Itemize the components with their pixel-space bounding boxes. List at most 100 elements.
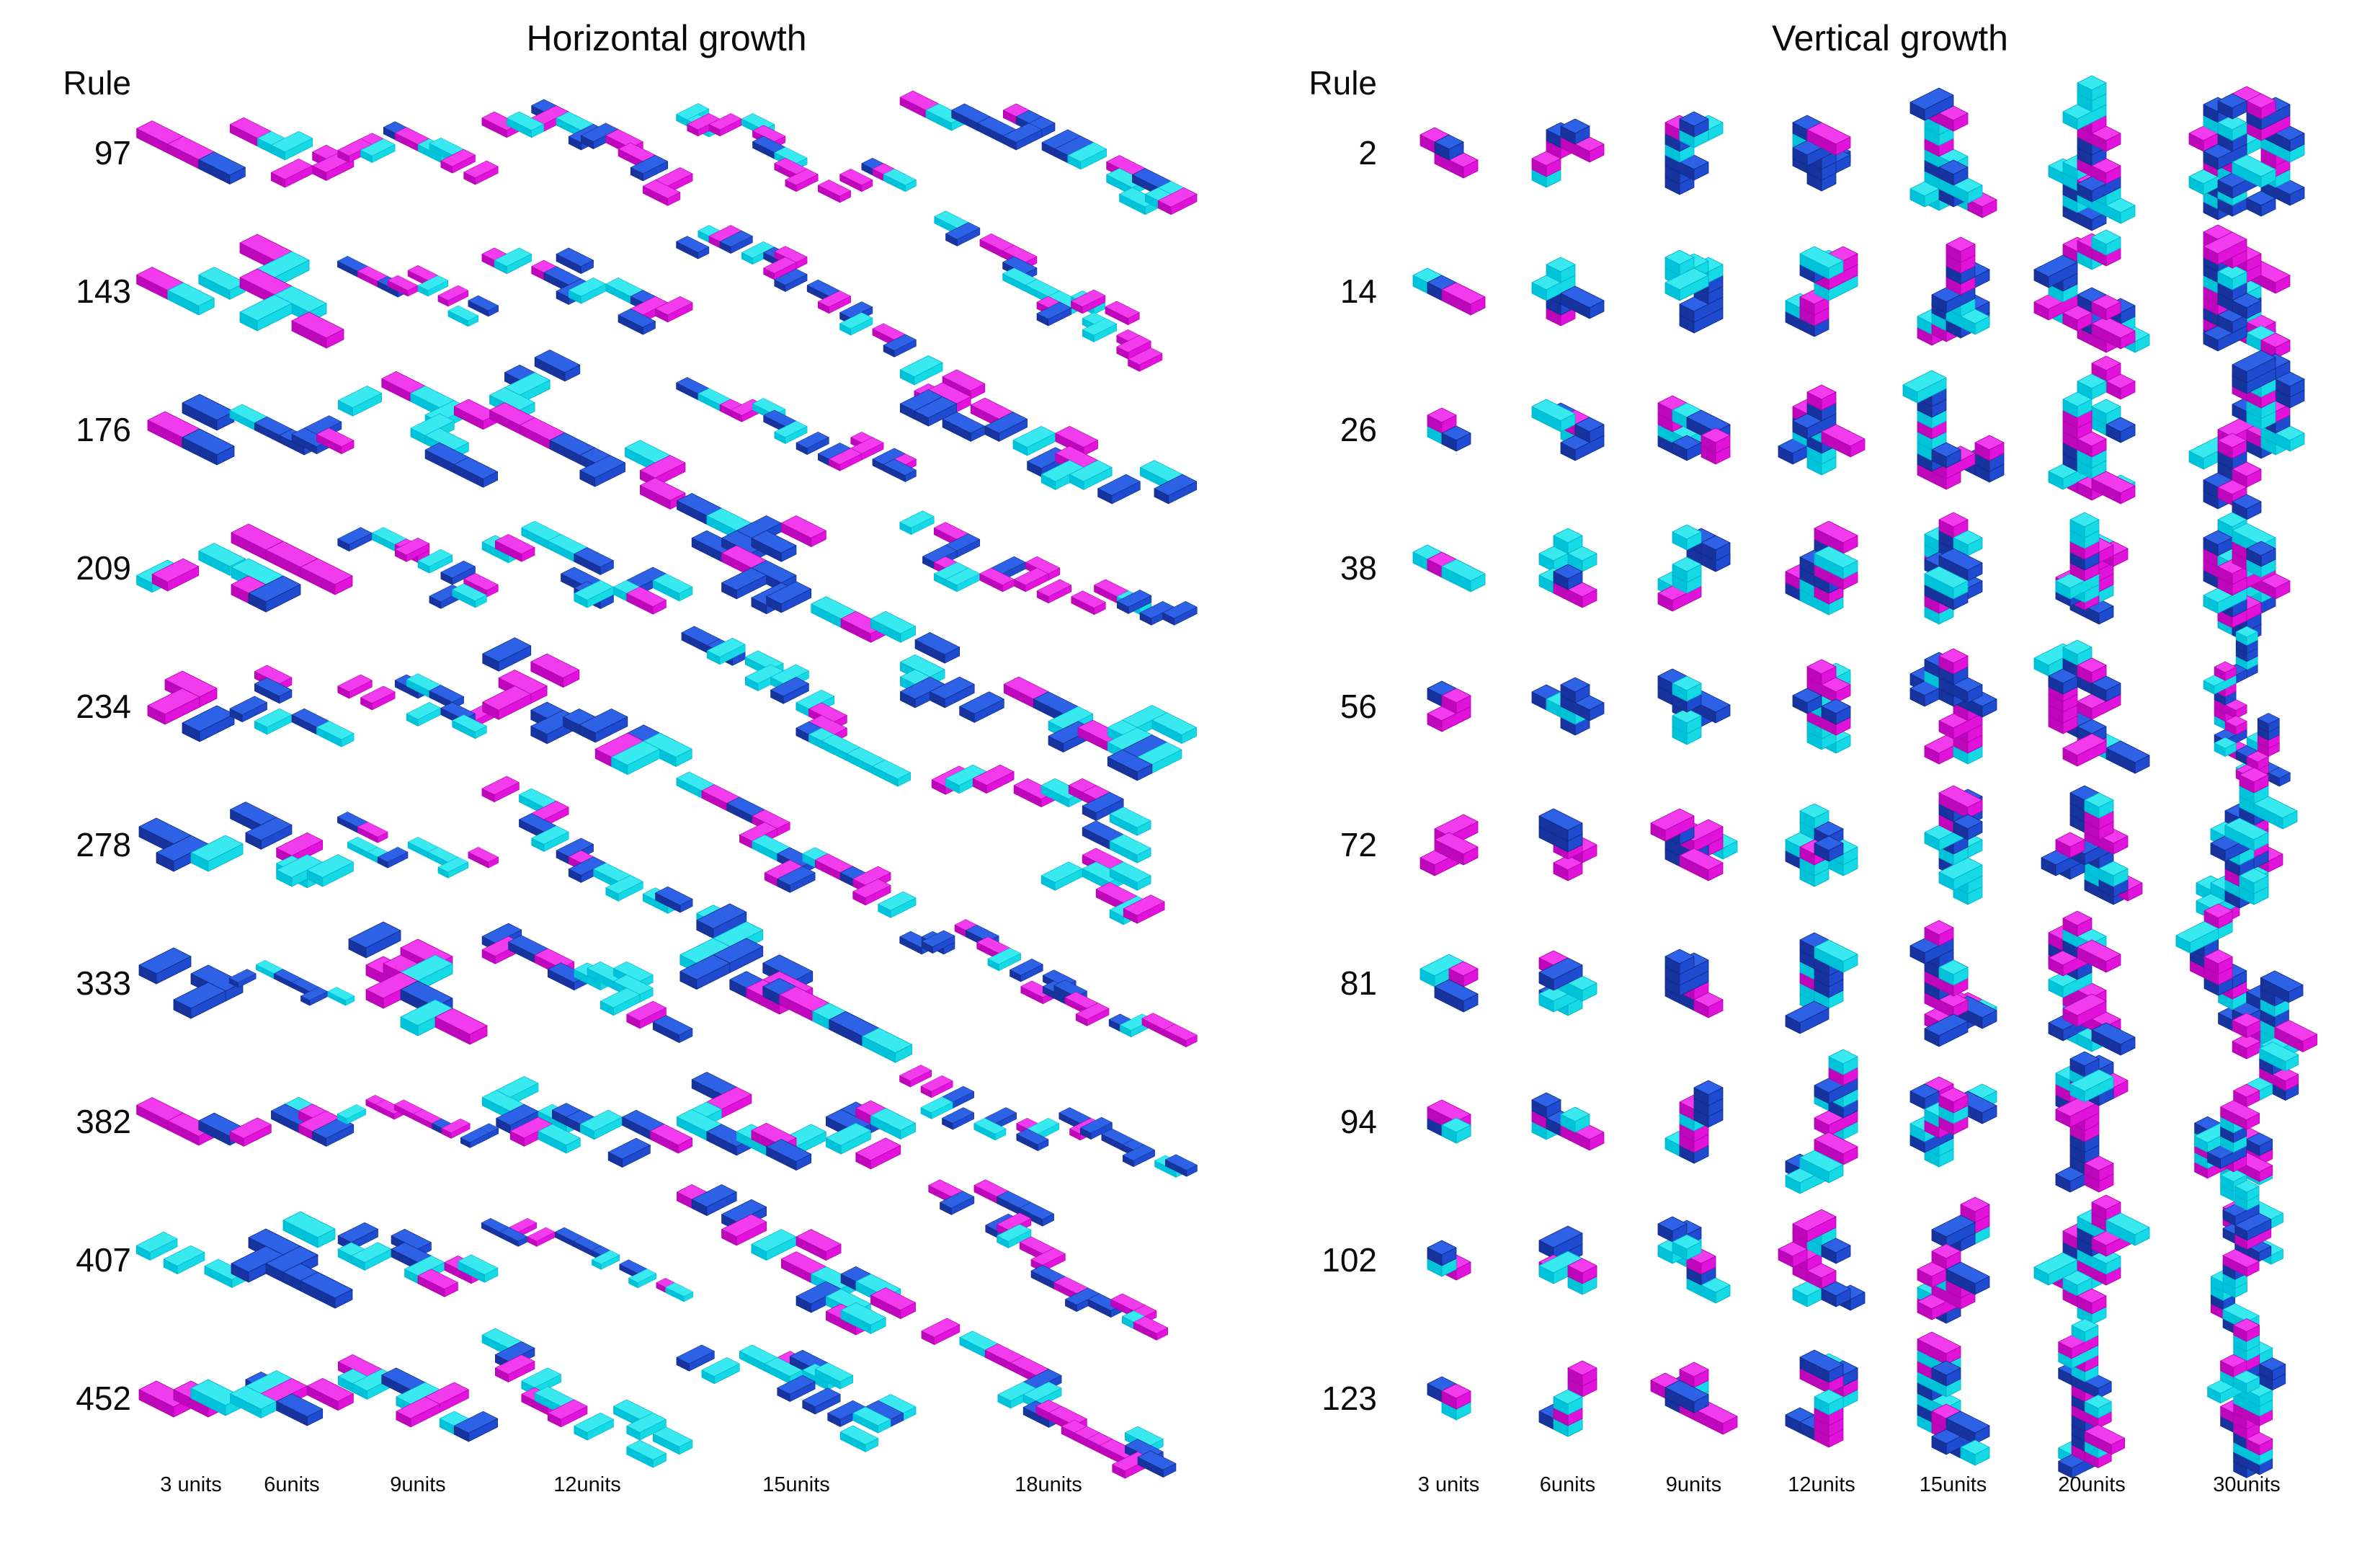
rule-row: 452 bbox=[0, 1318, 1189, 1479]
structure-cell bbox=[346, 914, 490, 1052]
structure-canvas bbox=[1657, 395, 1730, 464]
structure-canvas bbox=[899, 510, 1198, 626]
column-label: 12units bbox=[553, 1473, 621, 1496]
structure-canvas bbox=[1909, 87, 1997, 218]
structure-canvas bbox=[1909, 648, 1997, 765]
structure-cell bbox=[1505, 1329, 1631, 1467]
structure-canvas bbox=[2055, 512, 2129, 624]
structure-cell bbox=[1757, 637, 1886, 776]
structure-cell bbox=[2164, 350, 2330, 510]
structure-canvas bbox=[229, 404, 355, 456]
rule-row: 94 bbox=[1191, 1042, 2380, 1202]
structure-cell bbox=[1393, 1329, 1505, 1467]
structure-cell bbox=[2164, 1042, 2330, 1202]
structure-canvas bbox=[481, 1217, 694, 1302]
structure-canvas bbox=[1427, 1240, 1471, 1280]
structure-canvas bbox=[2033, 229, 2150, 353]
column-label: 3 units bbox=[1417, 1473, 1480, 1496]
structure-canvas bbox=[2058, 1318, 2126, 1478]
structure-canvas bbox=[934, 210, 1163, 372]
structure-canvas bbox=[1785, 803, 1858, 887]
structure-canvas bbox=[2194, 1042, 2299, 1202]
rule-row: 209 bbox=[0, 493, 1198, 643]
structure-canvas bbox=[1650, 1362, 1737, 1435]
structure-cell bbox=[338, 360, 498, 499]
structure-cell bbox=[899, 1052, 1198, 1191]
structure-canvas bbox=[239, 234, 344, 349]
structure-canvas bbox=[1427, 407, 1471, 452]
structure-canvas bbox=[2033, 1194, 2150, 1325]
structure-cell bbox=[229, 637, 355, 776]
rule-label: 2 bbox=[1358, 134, 1377, 172]
structure-canvas bbox=[338, 1354, 498, 1442]
structure-canvas bbox=[1785, 1349, 1858, 1447]
structure-canvas bbox=[676, 377, 917, 482]
structure-cell bbox=[1393, 776, 1505, 914]
rule-row: 176 bbox=[0, 350, 1198, 510]
rule-label: 333 bbox=[76, 964, 131, 1002]
structure-cell bbox=[900, 631, 1197, 781]
structure-cell bbox=[338, 1329, 498, 1467]
structure-cell bbox=[1631, 499, 1757, 637]
structure-cell bbox=[1757, 222, 1886, 360]
structure-canvas bbox=[899, 355, 1198, 505]
structure-canvas bbox=[2048, 355, 2136, 504]
column-label: 12units bbox=[1788, 1473, 1855, 1496]
structure-cell bbox=[482, 637, 692, 776]
panel-title: Vertical growth bbox=[1772, 18, 2008, 58]
structure-cell bbox=[2020, 499, 2164, 637]
structure-cell bbox=[676, 84, 917, 222]
structure-cell bbox=[2020, 776, 2164, 914]
structure-cell bbox=[1631, 776, 1757, 914]
structure-cell bbox=[677, 1052, 916, 1191]
rule-label: 382 bbox=[76, 1103, 131, 1140]
structure-canvas bbox=[899, 90, 1198, 216]
structure-canvas bbox=[1419, 954, 1478, 1013]
structure-canvas bbox=[1924, 512, 1982, 624]
structure-cell bbox=[1757, 360, 1886, 499]
structure-cell bbox=[2020, 75, 2164, 231]
structure-cell bbox=[229, 1052, 355, 1191]
rule-label: 452 bbox=[76, 1380, 131, 1417]
structure-cell bbox=[1757, 84, 1886, 222]
panel-vertical-growth: Vertical growth Rule 2 14 26 38 56 72 81 94 102 1… bbox=[1191, 0, 2380, 1541]
rule-row: 81 bbox=[1191, 903, 2380, 1063]
structure-cell bbox=[899, 499, 1198, 637]
structure-canvas bbox=[1917, 236, 1989, 346]
structure-cell bbox=[136, 84, 246, 222]
structure-canvas bbox=[679, 903, 913, 1063]
structure-canvas bbox=[1657, 1216, 1730, 1304]
structure-canvas bbox=[1538, 1225, 1597, 1294]
structure-cell bbox=[2020, 355, 2164, 504]
structure-canvas bbox=[481, 99, 693, 207]
structure-cell bbox=[1886, 776, 2020, 914]
column-label: 15units bbox=[1919, 1473, 1987, 1496]
structure-canvas bbox=[1917, 1196, 1989, 1323]
structure-canvas bbox=[1538, 1360, 1597, 1436]
structure-cell bbox=[2164, 767, 2330, 923]
structure-canvas bbox=[2055, 1051, 2129, 1192]
structure-canvas bbox=[932, 764, 1165, 925]
structure-cell bbox=[2164, 1180, 2330, 1340]
rule-row: 38 bbox=[1191, 494, 2380, 642]
structure-cell bbox=[2020, 1191, 2164, 1329]
structure-cell bbox=[2020, 222, 2164, 360]
structure-cell bbox=[1886, 1329, 2020, 1467]
structure-canvas bbox=[481, 521, 693, 615]
structure-canvas bbox=[1792, 659, 1851, 754]
structure-canvas bbox=[337, 811, 499, 879]
structure-canvas bbox=[481, 247, 693, 335]
structure-canvas bbox=[676, 225, 917, 358]
structure-canvas bbox=[1785, 246, 1858, 337]
column-labels: 3 units 6units 9units 12units 15units 20units… bbox=[1191, 1473, 2380, 1497]
structure-canvas bbox=[136, 267, 246, 316]
structure-cell bbox=[1757, 1049, 1886, 1194]
structure-cell bbox=[908, 210, 1189, 372]
structure-cell bbox=[676, 771, 917, 918]
structure-cell bbox=[1393, 84, 1505, 222]
structure-cell bbox=[676, 1329, 917, 1467]
structure-canvas bbox=[2188, 350, 2305, 510]
structure-canvas bbox=[1531, 677, 1604, 736]
structure-cell bbox=[679, 903, 913, 1063]
rule-row: 382 bbox=[0, 1052, 1198, 1191]
